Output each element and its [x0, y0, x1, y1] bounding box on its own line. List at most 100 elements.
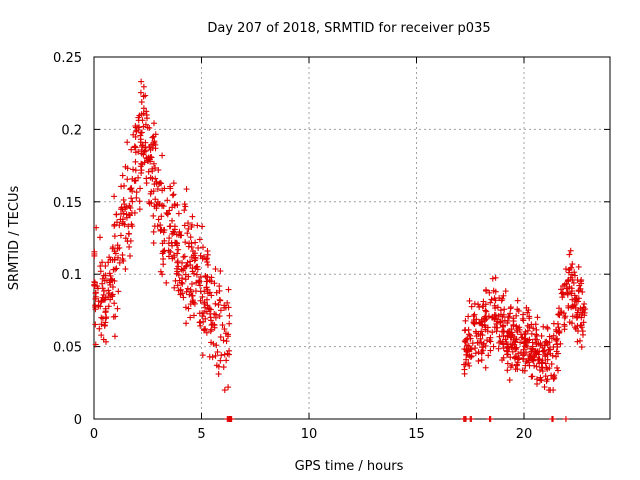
- data-point: [465, 342, 472, 349]
- data-point: [206, 353, 213, 360]
- data-point: [174, 268, 181, 275]
- data-point: [166, 223, 173, 230]
- axis-ticks: [93, 56, 610, 420]
- data-point: [500, 328, 507, 335]
- data-point: [181, 207, 188, 214]
- data-point: [91, 279, 98, 286]
- data-point: [188, 280, 195, 287]
- data-point: [137, 136, 144, 143]
- data-point: [511, 333, 518, 340]
- data-point: [544, 325, 551, 332]
- data-point: [468, 346, 475, 353]
- data-point: [140, 83, 147, 90]
- data-point: [484, 328, 491, 335]
- data-point: [492, 288, 499, 295]
- data-point: [97, 263, 104, 270]
- data-point: [174, 282, 181, 289]
- data-point: [565, 302, 572, 309]
- data-point: [208, 326, 215, 333]
- data-point: [182, 203, 189, 210]
- data-point: [225, 384, 232, 391]
- data-point: [96, 325, 103, 332]
- data-point: [507, 331, 514, 338]
- data-point: [207, 306, 214, 313]
- data-point: [561, 281, 568, 288]
- data-point: [137, 185, 144, 192]
- data-point: [478, 316, 485, 323]
- data-point: [512, 355, 519, 362]
- data-point: [184, 230, 191, 237]
- data-point: [499, 328, 506, 335]
- data-point: [542, 373, 549, 380]
- data-point: [179, 275, 186, 282]
- data-point: [147, 174, 154, 181]
- data-point: [150, 120, 157, 127]
- data-point: [579, 288, 586, 295]
- data-point: [138, 160, 145, 167]
- data-point: [226, 320, 233, 327]
- data-point: [185, 305, 192, 312]
- data-point: [502, 336, 509, 343]
- data-point: [142, 144, 149, 151]
- data-point: [203, 278, 210, 285]
- data-point: [122, 266, 129, 273]
- data-point: [471, 300, 478, 307]
- data-point: [170, 191, 177, 198]
- data-point: [217, 307, 224, 314]
- x-axis-label: GPS time / hours: [295, 459, 404, 474]
- data-point: [154, 199, 161, 206]
- data-point: [163, 279, 170, 286]
- data-point: [151, 139, 158, 146]
- y-axis-label: SRMTID / TECUs: [7, 186, 22, 291]
- data-point: [175, 272, 182, 279]
- data-point: [153, 180, 160, 187]
- data-point: [212, 300, 219, 307]
- data-point: [217, 333, 224, 340]
- data-point: [178, 259, 185, 266]
- data-point: [504, 344, 511, 351]
- data-point: [169, 231, 176, 238]
- data-point: [522, 362, 529, 369]
- data-point: [92, 293, 99, 300]
- data-point: [204, 302, 211, 309]
- data-point: [575, 288, 582, 295]
- data-point: [547, 350, 554, 357]
- data-point: [211, 280, 218, 287]
- data-point: [223, 338, 230, 345]
- data-point: [152, 175, 159, 182]
- data-point: [184, 285, 191, 292]
- data-point: [521, 343, 528, 350]
- data-point: [483, 287, 490, 294]
- data-point: [565, 269, 572, 276]
- data-point: [482, 307, 489, 314]
- data-point: [157, 227, 164, 234]
- data-point: [472, 345, 479, 352]
- data-point: [529, 373, 536, 380]
- data-point: [187, 314, 194, 321]
- data-point: [191, 257, 198, 264]
- data-point: [180, 294, 187, 301]
- data-point: [491, 315, 498, 322]
- data-point: [489, 275, 496, 282]
- data-point: [557, 286, 564, 293]
- data-point: [221, 302, 228, 309]
- data-point: [553, 328, 560, 335]
- data-point: [208, 274, 215, 281]
- data-point: [97, 268, 104, 275]
- data-point: [112, 266, 119, 273]
- data-point: [138, 78, 145, 85]
- data-point: [185, 273, 192, 280]
- data-point: [219, 322, 226, 329]
- data-point: [504, 367, 511, 374]
- data-point: [478, 357, 485, 364]
- data-point: [473, 333, 480, 340]
- data-point: [536, 348, 543, 355]
- data-point: [197, 297, 204, 304]
- data-point: [190, 270, 197, 277]
- data-point: [109, 257, 116, 264]
- data-point: [184, 259, 191, 266]
- data-point: [182, 263, 189, 270]
- data-point: [126, 243, 133, 250]
- data-point: [136, 112, 143, 119]
- data-point: [465, 347, 472, 354]
